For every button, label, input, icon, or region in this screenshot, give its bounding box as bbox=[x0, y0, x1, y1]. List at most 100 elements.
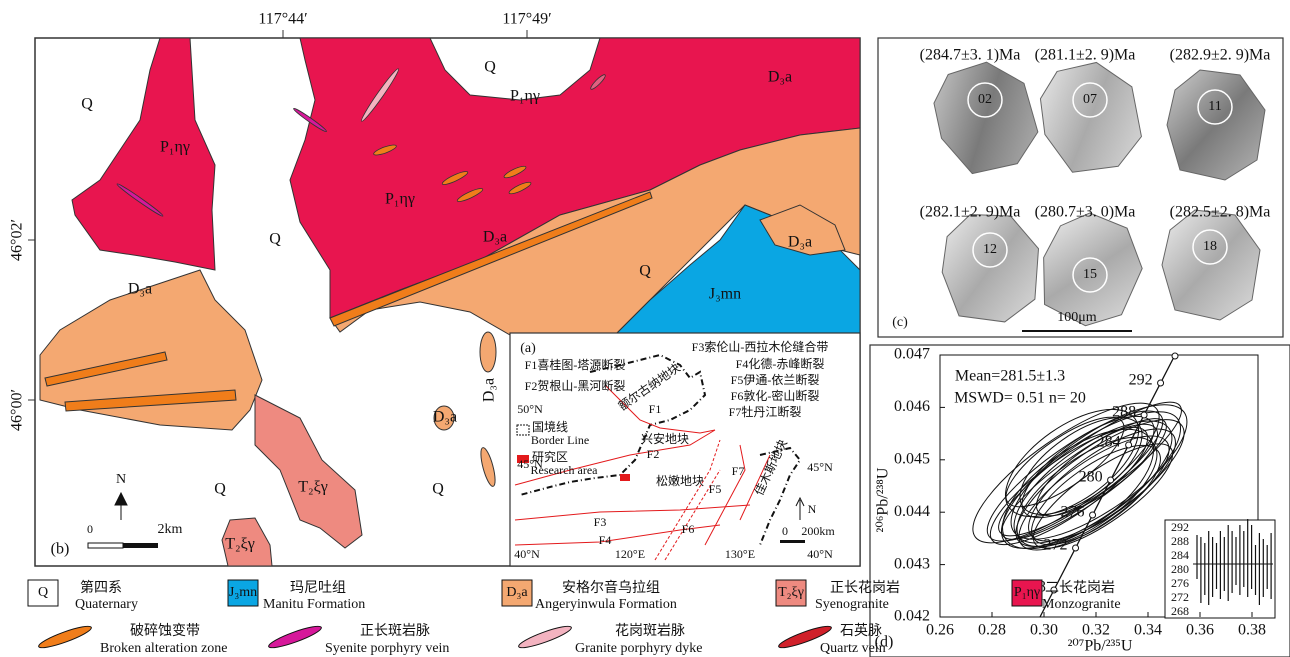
unit-label: P₁ηγ bbox=[160, 139, 190, 156]
scale-label: 0 bbox=[782, 524, 788, 538]
scale-label: 200km bbox=[801, 524, 835, 538]
y-axis-label: ²⁰⁶Pb/²³⁸U bbox=[875, 467, 892, 532]
legend-symbol: P₁ηγ bbox=[1014, 585, 1040, 600]
unit-label: Q bbox=[639, 263, 651, 280]
legend-lens bbox=[37, 623, 93, 652]
inset-tick-label: 284 bbox=[1171, 548, 1189, 562]
legend-text: Border Line bbox=[531, 433, 589, 447]
inset-tick-label: 272 bbox=[1171, 590, 1189, 604]
angeryinwula bbox=[480, 332, 496, 372]
fault-id: F4 bbox=[599, 533, 612, 547]
north-label: N bbox=[808, 502, 817, 516]
unit-label: Q bbox=[269, 231, 281, 248]
legend-lens bbox=[267, 623, 323, 652]
research-area bbox=[620, 474, 630, 481]
legend-en: Manitu Formation bbox=[263, 597, 365, 612]
legend-symbol: Q bbox=[38, 585, 48, 600]
unit-label: T₂ξγ bbox=[225, 536, 255, 553]
figure: 117°44′117°49′46°02′46°00′QQQQQQP₁ηγP₁ηγ… bbox=[0, 0, 1290, 657]
x-tick-label: 0.26 bbox=[926, 622, 954, 639]
y-tick-label: 0.043 bbox=[894, 555, 930, 572]
panel-label: (c) bbox=[892, 315, 908, 330]
age-marker bbox=[1141, 412, 1147, 418]
fault-name: F1喜桂图-塔源断裂 bbox=[525, 357, 626, 372]
lat-label: 45°N bbox=[517, 457, 543, 471]
scale-bar bbox=[88, 543, 123, 548]
spot-id: 12 bbox=[983, 242, 997, 257]
spot-age: (280.7±3. 0)Ma bbox=[1035, 204, 1136, 221]
age-marker bbox=[1172, 353, 1178, 359]
scale-label: 2km bbox=[158, 522, 183, 537]
legend-en: Quaternary bbox=[75, 597, 138, 612]
inset-tick-label: 292 bbox=[1171, 520, 1189, 534]
legend-en: Syenite porphyry vein bbox=[325, 641, 449, 656]
fault-id: F2 bbox=[647, 447, 660, 461]
age-marker bbox=[1090, 512, 1096, 518]
lon-label: 120°E bbox=[615, 547, 645, 561]
block-name: 兴安地块 bbox=[641, 431, 689, 446]
legend-cn: 石英脉 bbox=[840, 622, 882, 639]
north-label: N bbox=[116, 472, 126, 487]
x-axis-label: ²⁰⁷Pb/²³⁵U bbox=[1068, 638, 1133, 655]
legend-cn: 二长花岗岩 bbox=[1045, 580, 1115, 596]
unit-label: J₃mn bbox=[709, 286, 741, 303]
spot-id: 18 bbox=[1203, 239, 1217, 254]
age-marker bbox=[1073, 545, 1079, 551]
lat-label: 50°N bbox=[517, 402, 543, 416]
lat-label: 46°00′ bbox=[9, 389, 26, 431]
spot-id: 02 bbox=[978, 92, 992, 107]
age-label: 280 bbox=[1079, 469, 1103, 486]
inset-tick-label: 268 bbox=[1171, 604, 1189, 618]
x-tick-label: 0.38 bbox=[1238, 622, 1266, 639]
legend-en: Angeryinwula Formation bbox=[535, 597, 677, 612]
legend-symbol: J₃mn bbox=[229, 585, 257, 600]
unit-label: Q bbox=[484, 59, 496, 76]
legend-cn: 第四系 bbox=[80, 579, 122, 596]
legend-lens bbox=[517, 623, 573, 652]
fault-id: F3 bbox=[594, 515, 607, 529]
unit-label: D₃a bbox=[768, 69, 792, 86]
legend-text: 国境线 bbox=[532, 419, 568, 434]
legend-en: Granite porphyry dyke bbox=[575, 641, 703, 656]
spot-age: (281.1±2. 9)Ma bbox=[1035, 47, 1136, 64]
spot-age: (284.7±3. 1)Ma bbox=[920, 47, 1021, 64]
lon-label: 117°44′ bbox=[258, 11, 307, 28]
fault-name: F4化德-赤峰断裂 bbox=[736, 356, 825, 371]
legend-cn: 花岗斑岩脉 bbox=[615, 623, 685, 639]
fault-name: F3索伦山-西拉木伦缝合带 bbox=[692, 339, 829, 354]
inset-scale bbox=[780, 540, 805, 543]
lat-label: 46°02′ bbox=[9, 219, 26, 261]
spot-id: 11 bbox=[1208, 99, 1221, 114]
fault-id: F1 bbox=[649, 402, 662, 416]
spot-id: 07 bbox=[1083, 92, 1097, 107]
legend-en: Broken alteration zone bbox=[100, 641, 228, 656]
legend-cn: 正长斑岩脉 bbox=[360, 623, 430, 639]
unit-label: Q bbox=[214, 481, 226, 498]
age-label: 276 bbox=[1061, 504, 1085, 521]
y-tick-label: 0.044 bbox=[894, 503, 930, 520]
fault-id: F6 bbox=[682, 522, 695, 536]
x-tick-label: 0.36 bbox=[1186, 622, 1214, 639]
unit-label: Q bbox=[432, 481, 444, 498]
lat-label: 45°N bbox=[807, 460, 833, 474]
legend-cn: 玛尼吐组 bbox=[290, 580, 346, 596]
spot-age: (282.1±2. 9)Ma bbox=[920, 204, 1021, 221]
x-tick-label: 0.30 bbox=[1030, 622, 1058, 639]
legend-cn: 安格尔音乌拉组 bbox=[562, 579, 660, 596]
unit-label: D₃a bbox=[481, 378, 498, 402]
unit-label: P₁ηγ bbox=[385, 191, 415, 208]
legend-cn: 正长花岗岩 bbox=[830, 580, 900, 596]
fault-name: F5伊通-依兰断裂 bbox=[731, 372, 820, 387]
unit-label: T₂ξγ bbox=[298, 479, 328, 496]
inset-tick-label: 280 bbox=[1171, 562, 1189, 576]
unit-label: D₃a bbox=[433, 409, 457, 426]
fault-name: F6敦化-密山断裂 bbox=[731, 388, 820, 403]
unit-label: D₃a bbox=[788, 234, 812, 251]
lat-label: 40°N bbox=[514, 547, 540, 561]
panel-label: (a) bbox=[520, 341, 536, 356]
y-tick-label: 0.047 bbox=[894, 346, 930, 363]
inset-tick-label: 288 bbox=[1171, 534, 1189, 548]
fault-id: F7 bbox=[732, 464, 745, 478]
page: {"map":{"panel_label":"(b)","lon_labels"… bbox=[0, 0, 1290, 657]
block-name: 松嫩地块 bbox=[656, 474, 704, 488]
